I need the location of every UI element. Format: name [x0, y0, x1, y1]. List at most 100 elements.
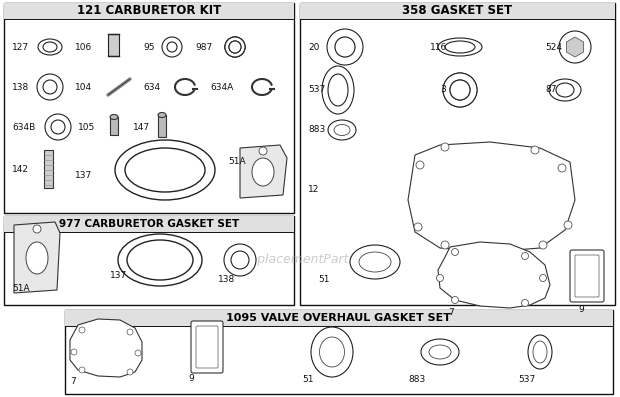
Bar [300, 3, 615, 19]
Circle shape [54, 123, 62, 131]
Circle shape [225, 37, 245, 57]
Circle shape [33, 225, 41, 233]
Text: 9: 9 [578, 305, 584, 314]
Text: 3: 3 [440, 85, 446, 94]
FancyBboxPatch shape [575, 255, 599, 297]
Text: 51: 51 [302, 375, 314, 384]
Circle shape [443, 73, 477, 107]
Ellipse shape [429, 345, 451, 359]
Ellipse shape [350, 245, 400, 279]
Ellipse shape [252, 158, 274, 186]
Circle shape [559, 31, 591, 63]
Polygon shape [240, 145, 287, 198]
Circle shape [443, 73, 477, 107]
Ellipse shape [445, 41, 475, 53]
Bar [65, 310, 613, 394]
Circle shape [416, 161, 424, 169]
Circle shape [231, 251, 249, 269]
Text: 9: 9 [188, 374, 193, 383]
Bar [4, 216, 294, 305]
Text: 121 CARBURETOR KIT: 121 CARBURETOR KIT [77, 4, 221, 17]
Ellipse shape [322, 66, 354, 114]
Circle shape [335, 37, 355, 57]
Circle shape [327, 29, 363, 65]
Circle shape [229, 41, 241, 53]
Circle shape [225, 37, 245, 57]
Text: eReplacementParts.com: eReplacementParts.com [234, 254, 386, 266]
Text: 95: 95 [143, 42, 154, 52]
Polygon shape [566, 37, 583, 57]
Text: 883: 883 [308, 125, 326, 135]
Text: 20: 20 [308, 42, 319, 52]
Text: 104: 104 [75, 83, 92, 91]
Text: 537: 537 [518, 375, 535, 384]
FancyBboxPatch shape [191, 321, 223, 373]
Ellipse shape [533, 341, 547, 363]
Text: 7: 7 [448, 308, 454, 317]
Text: 7: 7 [70, 377, 76, 386]
Ellipse shape [549, 79, 581, 101]
Text: 1095 VALVE OVERHAUL GASKET SET: 1095 VALVE OVERHAUL GASKET SET [226, 313, 451, 323]
Text: 142: 142 [12, 166, 29, 175]
Bar [110, 117, 118, 135]
Text: 116: 116 [430, 42, 447, 52]
Bar [65, 310, 613, 326]
Circle shape [229, 41, 241, 53]
Circle shape [531, 146, 539, 154]
Ellipse shape [158, 112, 166, 118]
Ellipse shape [328, 74, 348, 106]
Circle shape [71, 349, 77, 355]
Circle shape [45, 114, 71, 140]
Text: 987: 987 [195, 42, 212, 52]
Circle shape [436, 274, 443, 281]
Circle shape [259, 147, 267, 155]
Circle shape [521, 299, 528, 306]
Text: 51A: 51A [228, 158, 246, 166]
Ellipse shape [118, 234, 202, 286]
Polygon shape [438, 242, 550, 308]
Ellipse shape [125, 148, 205, 192]
Circle shape [167, 42, 177, 52]
Circle shape [539, 241, 547, 249]
Text: 634: 634 [143, 83, 160, 91]
Bar [4, 3, 294, 19]
Ellipse shape [421, 339, 459, 365]
Circle shape [135, 350, 141, 356]
Text: 977 CARBURETOR GASKET SET: 977 CARBURETOR GASKET SET [59, 219, 239, 229]
Bar [4, 216, 294, 232]
Circle shape [451, 297, 459, 303]
Circle shape [450, 80, 470, 100]
Text: 524: 524 [545, 42, 562, 52]
Ellipse shape [328, 120, 356, 140]
Ellipse shape [26, 242, 48, 274]
Ellipse shape [110, 114, 118, 119]
Bar [158, 115, 166, 137]
Text: 138: 138 [218, 276, 235, 285]
Circle shape [441, 143, 449, 151]
Bar [44, 150, 53, 188]
Text: 106: 106 [75, 42, 92, 52]
Polygon shape [408, 142, 575, 252]
Bar [300, 3, 615, 305]
Circle shape [79, 367, 85, 373]
FancyBboxPatch shape [570, 250, 604, 302]
Ellipse shape [43, 42, 57, 52]
Text: 138: 138 [12, 83, 29, 91]
Ellipse shape [556, 83, 574, 97]
Text: 12: 12 [308, 185, 319, 195]
Circle shape [43, 80, 57, 94]
Ellipse shape [311, 327, 353, 377]
Circle shape [539, 274, 546, 281]
Text: 358 GASKET SET: 358 GASKET SET [402, 4, 513, 17]
Circle shape [450, 80, 470, 100]
Text: 87: 87 [545, 85, 557, 94]
Circle shape [558, 164, 566, 172]
Ellipse shape [127, 240, 193, 280]
Circle shape [414, 223, 422, 231]
Circle shape [37, 74, 63, 100]
Text: 537: 537 [308, 85, 326, 94]
Circle shape [441, 241, 449, 249]
Circle shape [451, 249, 459, 256]
Circle shape [170, 45, 174, 49]
Text: 105: 105 [78, 123, 95, 131]
